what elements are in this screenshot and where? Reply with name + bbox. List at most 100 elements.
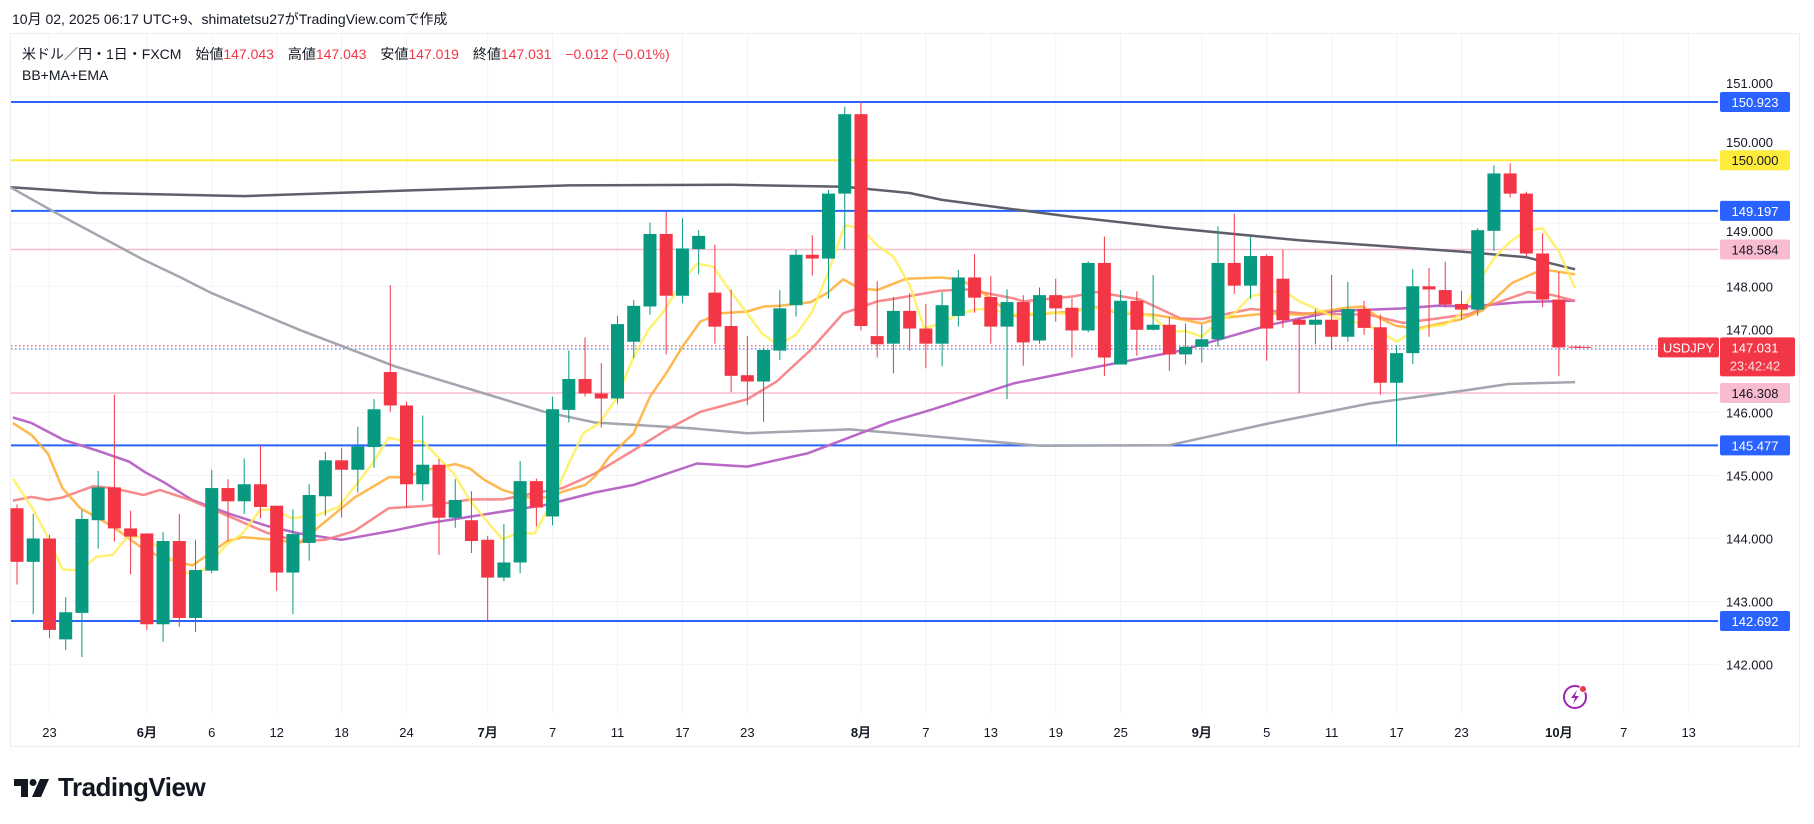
candle-down[interactable] bbox=[594, 363, 608, 428]
candle-down[interactable] bbox=[107, 394, 121, 542]
candle-up[interactable] bbox=[1406, 269, 1420, 364]
lightning-alert-icon[interactable] bbox=[1563, 685, 1587, 709]
candle-up[interactable] bbox=[237, 458, 251, 514]
candle-down[interactable] bbox=[42, 534, 56, 639]
price-axis[interactable]: 142.000 143.000 144.000 145.000 146.000 147.0… bbox=[1658, 76, 1795, 673]
candle-down[interactable] bbox=[968, 254, 982, 313]
candle-down[interactable] bbox=[1260, 254, 1274, 361]
candle-down[interactable] bbox=[1422, 268, 1436, 337]
candle-up[interactable] bbox=[1179, 323, 1193, 365]
candle-up[interactable] bbox=[1114, 290, 1128, 365]
candle-down[interactable] bbox=[1276, 249, 1290, 328]
candle-up[interactable] bbox=[1471, 228, 1485, 316]
candle-down[interactable] bbox=[724, 289, 738, 393]
candle-up[interactable] bbox=[886, 297, 900, 374]
candle-up[interactable] bbox=[91, 471, 105, 549]
candle-down[interactable] bbox=[1552, 271, 1566, 376]
candle-up[interactable] bbox=[205, 469, 219, 574]
candle-down[interactable] bbox=[464, 491, 478, 553]
candle-up[interactable] bbox=[1000, 289, 1014, 400]
candle-up[interactable] bbox=[692, 230, 706, 275]
candle-down[interactable] bbox=[1227, 213, 1241, 294]
candle-up[interactable] bbox=[822, 189, 835, 299]
candle-down[interactable] bbox=[1325, 274, 1339, 350]
candle-up[interactable] bbox=[627, 300, 641, 359]
candle-down[interactable] bbox=[708, 244, 722, 344]
candle-down[interactable] bbox=[1049, 278, 1063, 322]
candle-up[interactable] bbox=[562, 350, 576, 423]
candle-down[interactable] bbox=[919, 303, 933, 369]
candle-up[interactable] bbox=[1146, 274, 1160, 331]
candle-down[interactable] bbox=[1454, 290, 1468, 320]
candle-up[interactable] bbox=[643, 222, 657, 315]
candle-down[interactable] bbox=[253, 445, 267, 519]
candle-down[interactable] bbox=[529, 478, 543, 527]
candle-down[interactable] bbox=[903, 293, 917, 351]
candle-down[interactable] bbox=[1357, 300, 1371, 335]
candle-down[interactable] bbox=[1438, 261, 1452, 308]
candle-down[interactable] bbox=[270, 505, 284, 591]
candle-up[interactable] bbox=[1390, 345, 1404, 446]
candle-up[interactable] bbox=[611, 315, 625, 404]
candle-up[interactable] bbox=[773, 290, 787, 361]
candle-up[interactable] bbox=[1243, 237, 1257, 299]
candle-up[interactable] bbox=[156, 532, 170, 642]
candle-up[interactable] bbox=[416, 415, 430, 501]
candle-up[interactable] bbox=[1211, 226, 1225, 347]
candle-up[interactable] bbox=[302, 484, 316, 561]
candle-up[interactable] bbox=[318, 452, 332, 516]
candle-down[interactable] bbox=[1016, 295, 1030, 366]
candle-up[interactable] bbox=[367, 399, 381, 468]
candle-down[interactable] bbox=[1503, 163, 1517, 198]
candle-down[interactable] bbox=[221, 479, 235, 542]
symbol-title[interactable]: 米ドル／円・1日・FXCM bbox=[22, 46, 182, 62]
candle-up[interactable] bbox=[838, 106, 852, 250]
candle-up[interactable] bbox=[757, 348, 771, 422]
candle-up[interactable] bbox=[1195, 324, 1209, 363]
candle-down[interactable] bbox=[140, 533, 154, 630]
candle-up[interactable] bbox=[675, 218, 689, 304]
candle-down[interactable] bbox=[335, 447, 349, 518]
tradingview-logo[interactable]: TradingView bbox=[14, 772, 206, 803]
candle-down[interactable] bbox=[1292, 317, 1306, 393]
candle-up[interactable] bbox=[546, 396, 560, 526]
candle-up[interactable] bbox=[1032, 287, 1046, 344]
candle-up[interactable] bbox=[26, 513, 40, 615]
candle-down[interactable] bbox=[1065, 298, 1079, 358]
indicator-legend[interactable]: BB+MA+EMA bbox=[22, 67, 109, 83]
candle-up[interactable] bbox=[789, 249, 803, 317]
candle-down[interactable] bbox=[659, 211, 673, 355]
candle-down[interactable] bbox=[1130, 291, 1144, 356]
candle-up[interactable] bbox=[59, 597, 73, 651]
candle-up[interactable] bbox=[1341, 281, 1355, 342]
candle-up[interactable] bbox=[448, 479, 462, 528]
candle-up[interactable] bbox=[1308, 308, 1322, 345]
candle-down[interactable] bbox=[740, 336, 754, 405]
candle-down[interactable] bbox=[172, 513, 186, 627]
candle-down[interactable] bbox=[1162, 317, 1176, 371]
candle-down[interactable] bbox=[984, 276, 998, 344]
candle-down[interactable] bbox=[578, 337, 592, 397]
candle-up[interactable] bbox=[1081, 261, 1095, 333]
candle-down[interactable] bbox=[854, 101, 868, 331]
candle-down[interactable] bbox=[400, 401, 414, 508]
candle-up[interactable] bbox=[1487, 165, 1501, 251]
candle-up[interactable] bbox=[189, 539, 203, 632]
candle-down[interactable] bbox=[10, 504, 24, 585]
candle-up[interactable] bbox=[951, 269, 965, 327]
candle-up[interactable] bbox=[286, 509, 300, 615]
candle-down[interactable] bbox=[805, 235, 819, 276]
candle-down[interactable] bbox=[1097, 236, 1111, 376]
candle-down[interactable] bbox=[481, 535, 495, 622]
candle-up[interactable] bbox=[351, 426, 365, 493]
candle-up[interactable] bbox=[935, 291, 949, 367]
candle-up[interactable] bbox=[513, 460, 527, 574]
candle-down[interactable] bbox=[383, 285, 397, 412]
candle-down[interactable] bbox=[870, 281, 884, 358]
candle-down[interactable] bbox=[1536, 233, 1550, 308]
candle-down[interactable] bbox=[432, 459, 446, 555]
time-axis[interactable]: 23 6月 6 12 18 24 7月 7 11 17 23 8月 7 13 19 25 9月 5 11 17 23 10… bbox=[42, 725, 1696, 740]
candle-up[interactable] bbox=[75, 510, 89, 658]
candle-down[interactable] bbox=[1519, 191, 1533, 257]
